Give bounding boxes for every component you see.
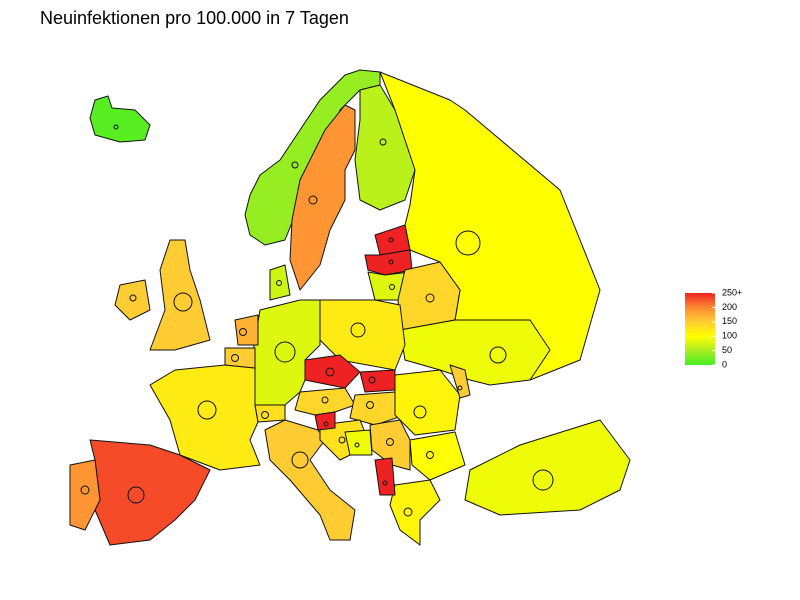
population-circle <box>425 293 435 303</box>
population-circle <box>338 436 346 444</box>
country <box>344 429 373 456</box>
legend-label: 50 <box>722 345 732 355</box>
country <box>394 369 461 436</box>
legend-label: 250+ <box>722 287 742 297</box>
population-circle <box>388 237 394 243</box>
population-circle <box>291 451 309 469</box>
population-circle <box>308 195 318 205</box>
population-circle <box>80 485 90 495</box>
country <box>249 299 321 406</box>
population-circle <box>261 411 269 419</box>
population-circle <box>173 292 193 312</box>
country <box>464 419 631 516</box>
population-circle <box>291 161 299 169</box>
population-circle <box>113 124 119 130</box>
country <box>254 404 286 423</box>
population-circle <box>127 486 145 504</box>
country <box>89 95 151 143</box>
population-circle <box>239 328 247 336</box>
country <box>374 457 396 496</box>
population-circle <box>413 405 427 419</box>
population-circle <box>455 230 481 256</box>
legend-label: 100 <box>722 331 737 341</box>
country <box>314 411 336 431</box>
population-circle <box>382 480 388 486</box>
population-circle <box>231 354 239 362</box>
population-circle <box>457 385 463 391</box>
population-circle <box>350 322 366 338</box>
country <box>289 104 356 291</box>
country <box>399 319 551 386</box>
population-circle <box>321 396 329 404</box>
color-scale <box>685 293 715 365</box>
population-circle <box>323 421 329 427</box>
legend-label: 200 <box>722 302 737 312</box>
country <box>114 279 151 321</box>
legend-label: 150 <box>722 316 737 326</box>
map-title: Neuinfektionen pro 100.000 in 7 Tagen <box>40 8 349 28</box>
country <box>224 347 256 369</box>
population-circle <box>354 442 360 448</box>
population-circle <box>274 341 296 363</box>
country <box>449 364 471 399</box>
population-circle <box>129 294 137 302</box>
population-circle <box>368 376 376 384</box>
population-circle <box>388 259 394 265</box>
country <box>234 314 259 346</box>
population-circle <box>389 284 395 290</box>
population-circle <box>403 507 413 517</box>
country <box>349 391 406 426</box>
country <box>304 354 361 389</box>
country <box>409 431 466 481</box>
population-circle <box>325 367 335 377</box>
population-circles <box>80 124 554 517</box>
population-circle <box>426 451 434 459</box>
population-circle <box>197 400 217 420</box>
country <box>69 459 101 531</box>
countries <box>69 69 631 546</box>
country <box>389 479 441 546</box>
population-circle <box>489 346 507 364</box>
population-circle <box>366 401 374 409</box>
population-circle <box>379 138 387 146</box>
country <box>269 264 291 301</box>
country <box>354 84 416 211</box>
country <box>149 239 211 351</box>
country <box>294 387 356 416</box>
population-circle <box>276 280 282 286</box>
country <box>359 369 396 393</box>
population-circle <box>532 469 554 491</box>
legend-label: 0 <box>722 359 727 369</box>
population-circle <box>386 438 394 446</box>
